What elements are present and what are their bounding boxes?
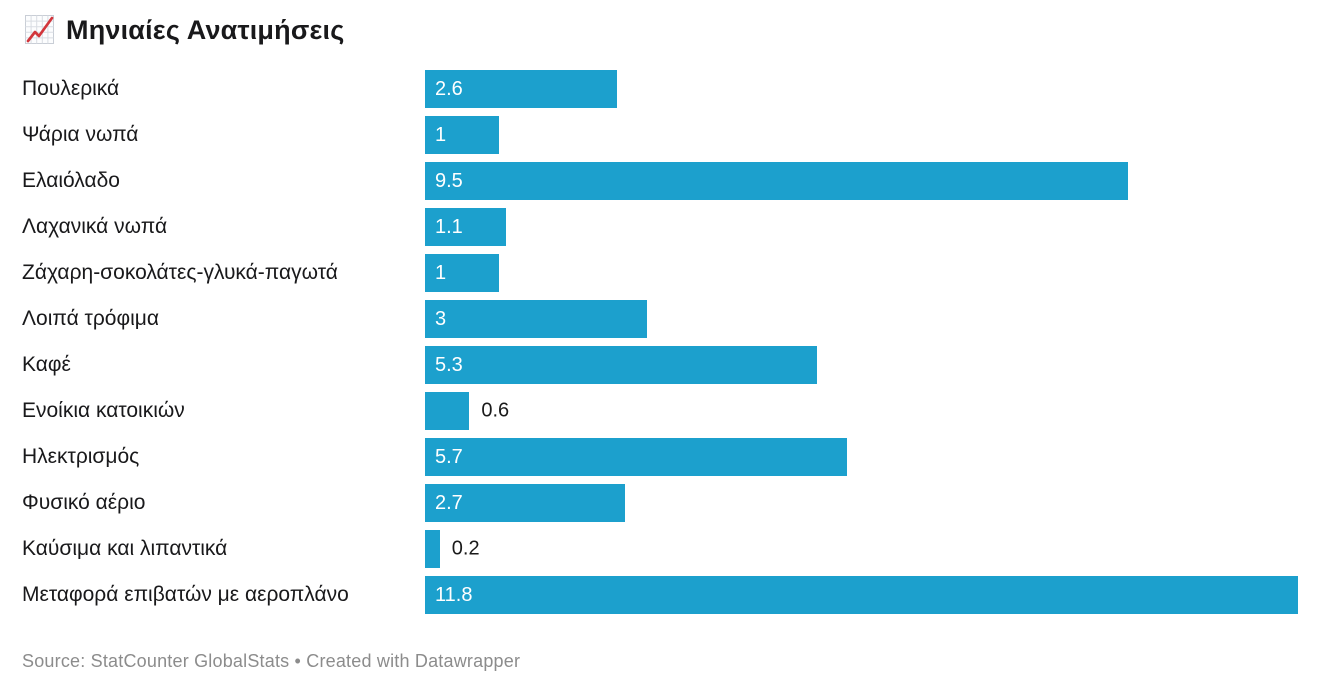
bar: 11.8 [425, 576, 1298, 614]
bar-track: 2.7 [425, 484, 1298, 522]
bar-track: 0.6 [425, 392, 1298, 430]
bar-track: 1 [425, 116, 1298, 154]
bar: 1 [425, 116, 499, 154]
bar: 1 [425, 254, 499, 292]
category-label: Ενοίκια κατοικιών [22, 399, 185, 422]
bar-chart: Πουλερικά 2.6 Ψάρια νωπά 1 Ελαιόλαδο 9.5 Λαχαν… [22, 66, 1298, 618]
bar: 2.7 [425, 484, 625, 522]
chart-row: Φυσικό αέριο 2.7 [22, 480, 1298, 526]
category-label: Ψάρια νωπά [22, 123, 139, 146]
bar: 3 [425, 300, 647, 338]
bar-track: 9.5 [425, 162, 1298, 200]
chart-row: Καύσιμα και λιπαντικά 0.2 [22, 526, 1298, 572]
value-label: 1 [435, 123, 447, 146]
bar-track: 11.8 [425, 576, 1298, 614]
bar-track: 3 [425, 300, 1298, 338]
chart-row: Λοιπά τρόφιμα 3 [22, 296, 1298, 342]
chart-row: Ελαιόλαδο 9.5 [22, 158, 1298, 204]
chart-row: Ηλεκτρισμός 5.7 [22, 434, 1298, 480]
bar: 2.6 [425, 70, 618, 108]
value-label: 9.5 [435, 169, 463, 192]
category-label: Ηλεκτρισμός [22, 445, 140, 468]
chart-header: Μηνιαίες Ανατιμήσεις [22, 13, 344, 47]
bar [425, 392, 470, 430]
chart-row: Ενοίκια κατοικιών 0.6 [22, 388, 1298, 434]
value-label: 5.7 [435, 445, 463, 468]
bar [425, 530, 440, 568]
chart-row: Πουλερικά 2.6 [22, 66, 1298, 112]
category-label: Πουλερικά [22, 77, 120, 100]
bar: 5.3 [425, 346, 818, 384]
bar-track: 5.3 [425, 346, 1298, 384]
category-label: Καφέ [22, 353, 71, 376]
source-attribution: Source: StatCounter GlobalStats • Create… [22, 651, 521, 671]
chart-row: Μεταφορά επιβατών με αεροπλάνο 11.8 [22, 572, 1298, 618]
bar-track: 1.1 [425, 208, 1298, 246]
chart-row: Ζάχαρη-σοκολάτες-γλυκά-παγωτά 1 [22, 250, 1298, 296]
value-label: 5.3 [435, 353, 463, 376]
bar: 1.1 [425, 208, 507, 246]
value-label: 2.7 [435, 491, 463, 514]
category-label: Ζάχαρη-σοκολάτες-γλυκά-παγωτά [22, 261, 338, 284]
value-label: 2.6 [435, 77, 463, 100]
value-label: 1.1 [435, 215, 463, 238]
chart-row: Καφέ 5.3 [22, 342, 1298, 388]
value-label: 3 [435, 307, 447, 330]
category-label: Ελαιόλαδο [22, 169, 120, 192]
bar-track: 0.2 [425, 530, 1298, 568]
bar: 9.5 [425, 162, 1128, 200]
category-label: Λοιπά τρόφιμα [22, 307, 159, 330]
chart-row: Λαχανικά νωπά 1.1 [22, 204, 1298, 250]
bar-track: 1 [425, 254, 1298, 292]
bar-track: 2.6 [425, 70, 1298, 108]
value-label: 11.8 [435, 583, 473, 606]
chart-increasing-icon [22, 13, 56, 47]
category-label: Καύσιμα και λιπαντικά [22, 537, 228, 560]
bar: 5.7 [425, 438, 847, 476]
category-label: Μεταφορά επιβατών με αεροπλάνο [22, 583, 349, 606]
value-label: 0.6 [481, 399, 510, 422]
value-label: 1 [435, 261, 447, 284]
bar-track: 5.7 [425, 438, 1298, 476]
chart-row: Ψάρια νωπά 1 [22, 112, 1298, 158]
category-label: Λαχανικά νωπά [22, 215, 168, 238]
page-title: Μηνιαίες Ανατιμήσεις [66, 14, 345, 45]
value-label: 0.2 [451, 537, 480, 560]
category-label: Φυσικό αέριο [22, 491, 146, 514]
